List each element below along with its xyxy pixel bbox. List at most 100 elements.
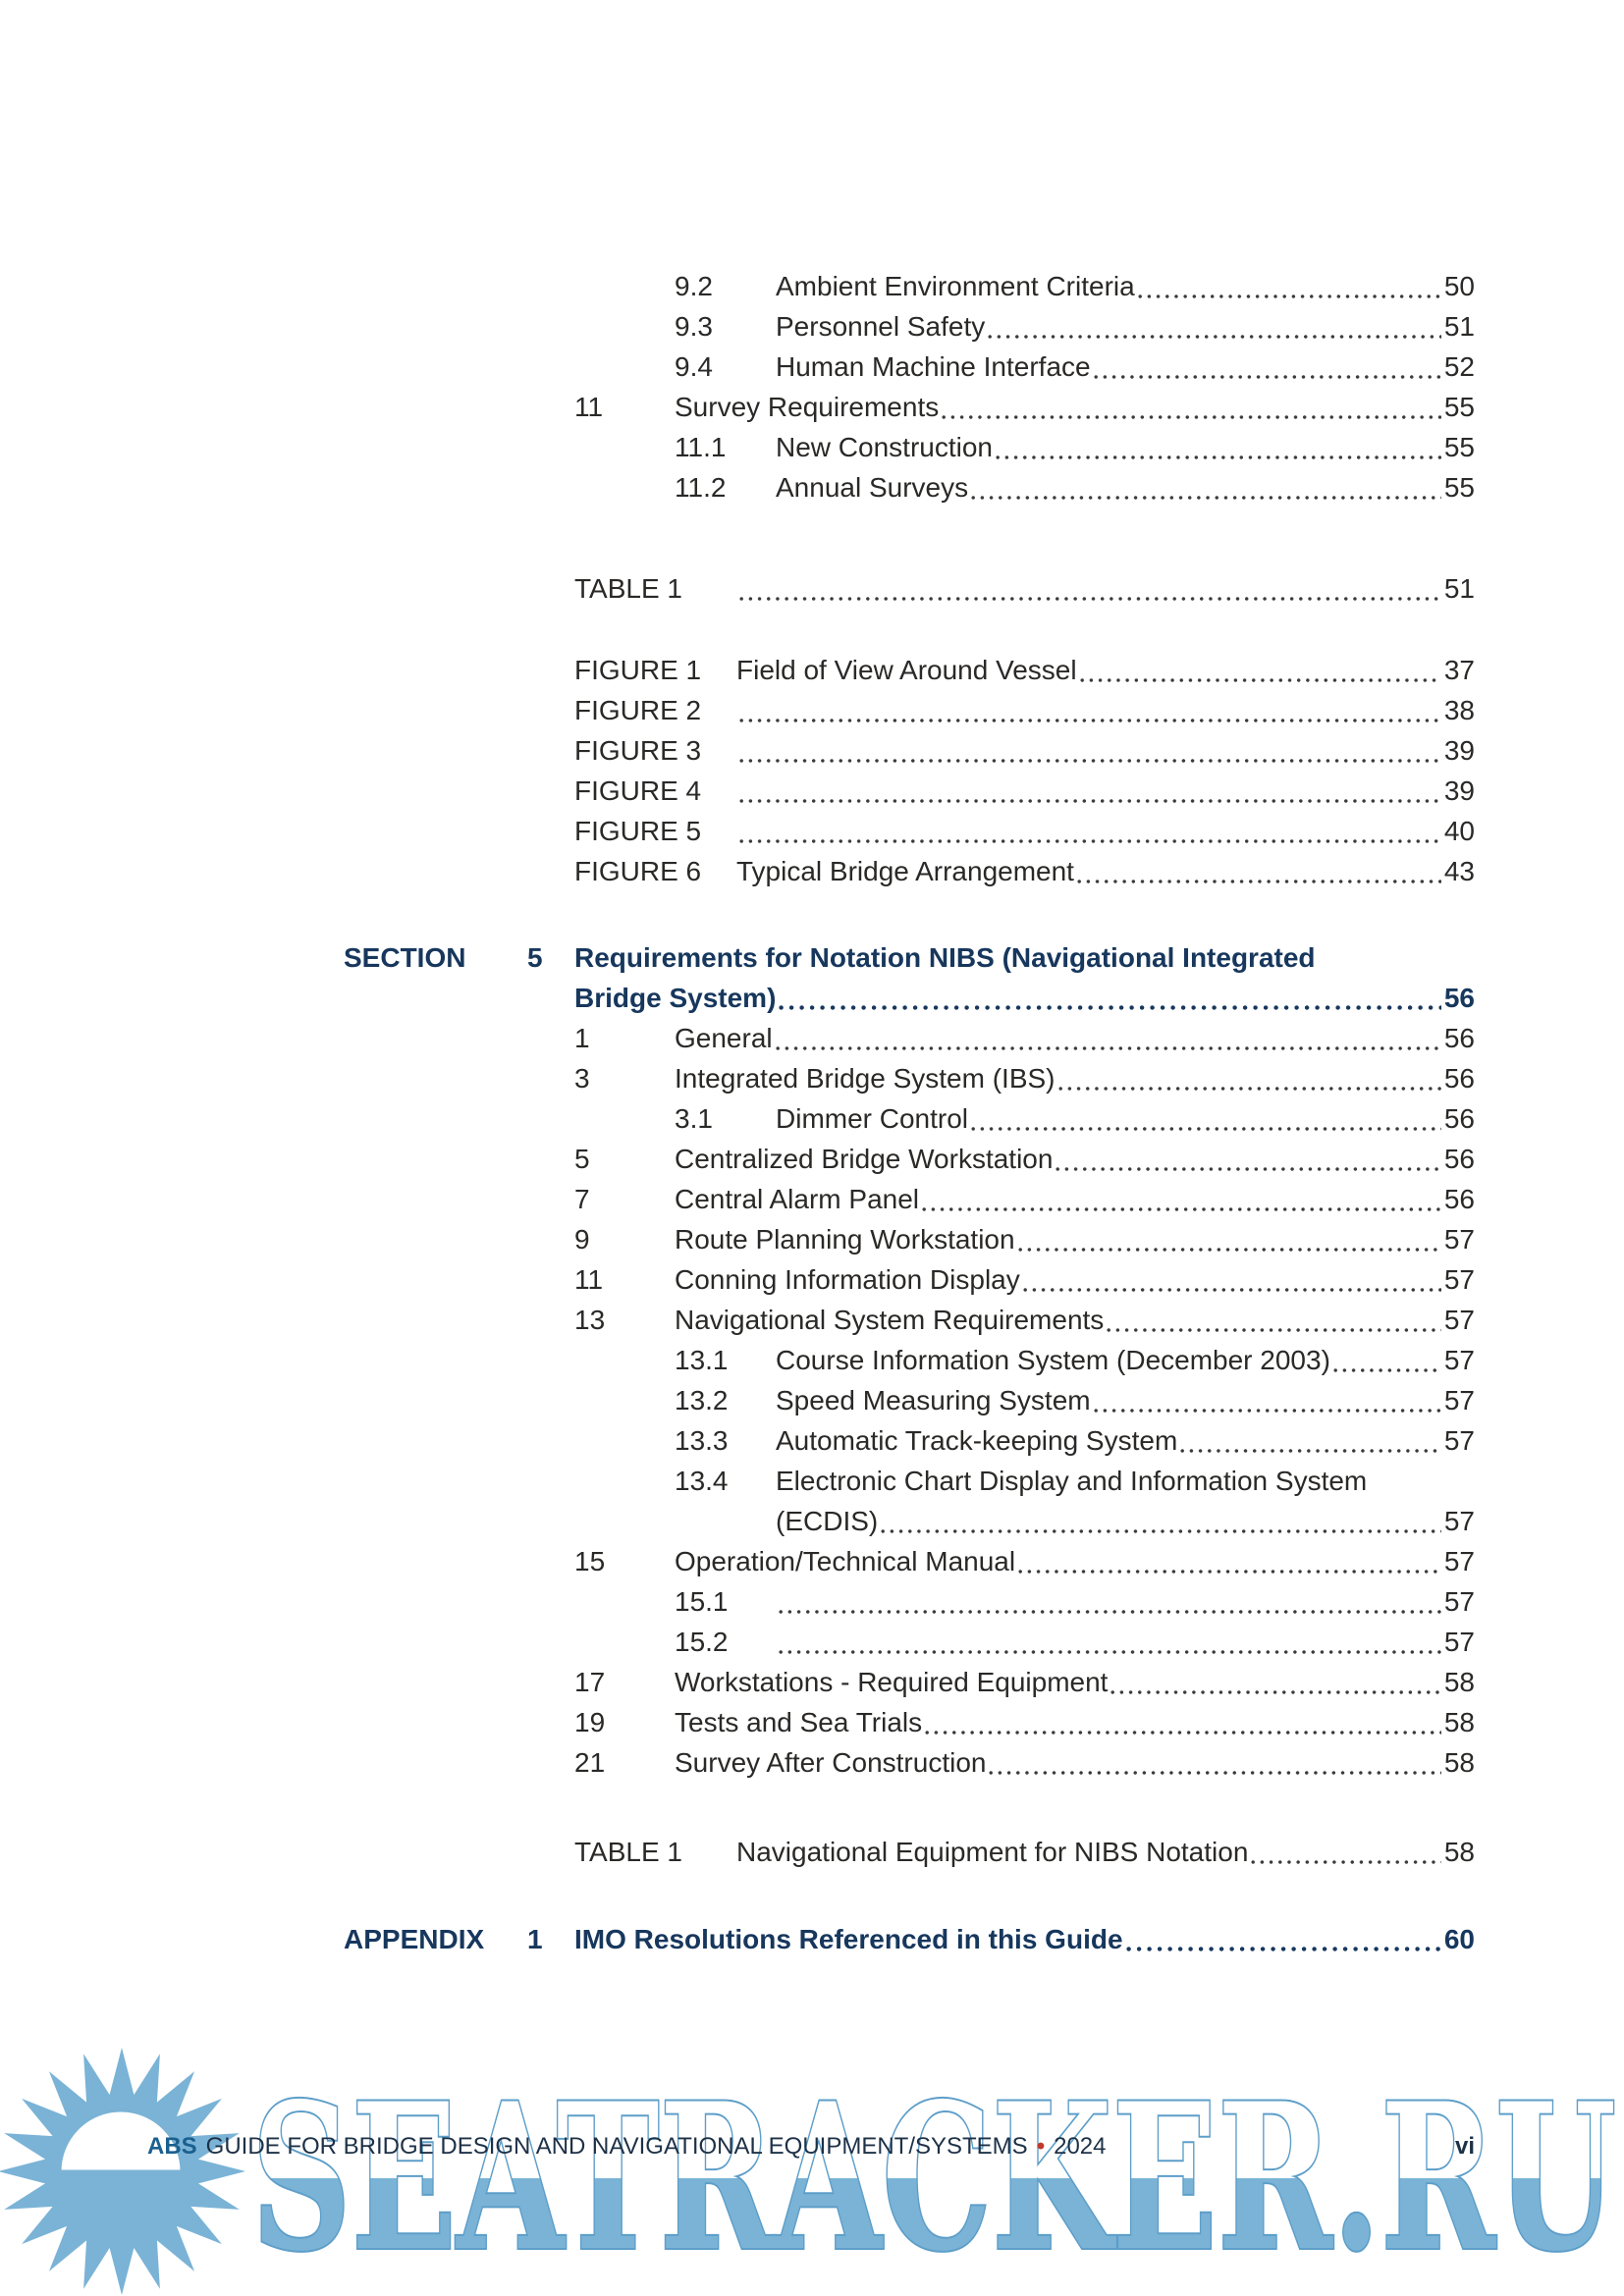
entry-title: New Construction <box>776 432 993 462</box>
entry-page-number: 38 <box>1443 695 1475 725</box>
entry-title-line1: Electronic Chart Display and Information… <box>776 1466 1368 1496</box>
toc-entry: 9.2 Ambient Environment Criteria 50 <box>0 266 1624 306</box>
toc-entry: 13.3 Automatic Track-keeping System 57 <box>0 1420 1624 1461</box>
entry-page-number: 56 <box>1443 1144 1475 1174</box>
entry-page-number: 51 <box>1443 311 1475 342</box>
dot-leader <box>779 1608 1441 1616</box>
entry-page-number: 51 <box>1443 573 1475 604</box>
sun-dome <box>58 2109 184 2173</box>
toc-entry: 11 Conning Information Display 57 <box>0 1259 1624 1300</box>
heading-title-line2: IMO Resolutions Referenced in this Guide <box>574 1924 1123 1954</box>
entry-title-line2: (ECDIS) <box>776 1506 879 1536</box>
heading-page-number: 56 <box>1443 983 1475 1013</box>
entry-title: Personnel Safety <box>776 311 986 342</box>
entry-page-number: 55 <box>1443 472 1475 503</box>
entry-number: 15.2 <box>675 1627 729 1657</box>
entry-page-number: 50 <box>1443 271 1475 301</box>
entry-number: 19 <box>574 1707 606 1737</box>
dot-leader <box>1093 373 1441 381</box>
entry-title: Workstations - Required Equipment <box>675 1667 1109 1697</box>
dot-leader <box>1056 1165 1441 1173</box>
footer-year: 2024 <box>1054 2133 1107 2160</box>
entry-page-number: 57 <box>1443 1385 1475 1415</box>
entry-title: Typical Bridge Arrangement <box>736 856 1074 886</box>
page-number: vi <box>1454 2133 1475 2160</box>
toc-entry: 11 Survey Requirements 55 <box>0 387 1624 427</box>
entry-page-number: 57 <box>1443 1345 1475 1375</box>
dot-leader <box>989 1769 1441 1777</box>
entry-page-number: 39 <box>1443 775 1475 806</box>
dot-leader <box>922 1205 1441 1213</box>
toc-entry: 13 Navigational System Requirements 57 <box>0 1300 1624 1340</box>
entry-title: Conning Information Display <box>675 1264 1020 1295</box>
entry-number: 7 <box>574 1184 590 1214</box>
toc-entry: 13.4 Electronic Chart Display and Informa… <box>0 1461 1624 1541</box>
toc-entry: FIGURE 4 39 <box>0 771 1624 811</box>
toc-entry: 13.2 Speed Measuring System 57 <box>0 1380 1624 1420</box>
dot-leader <box>1125 1945 1441 1953</box>
dot-leader <box>779 1648 1441 1656</box>
dot-leader <box>775 1044 1441 1052</box>
entry-number: 9.3 <box>675 311 713 342</box>
entry-title: Integrated Bridge System (IBS) <box>675 1063 1056 1094</box>
entry-title: Human Machine Interface <box>776 351 1091 382</box>
watermark-text: SEATRACKER.RU <box>251 2060 1616 2290</box>
entry-number: 17 <box>574 1667 606 1697</box>
entry-title: Annual Surveys <box>776 472 969 503</box>
entry-title: Tests and Sea Trials <box>675 1707 923 1737</box>
entry-label: FIGURE 1 <box>574 655 702 685</box>
heading-page-number: 60 <box>1443 1924 1475 1954</box>
entry-number: 13.3 <box>675 1425 729 1456</box>
entry-page-number: 57 <box>1443 1586 1475 1617</box>
dot-leader <box>779 1003 1441 1012</box>
entry-title: Ambient Environment Criteria <box>776 271 1135 301</box>
toc-entry: 9 Route Planning Workstation 57 <box>0 1219 1624 1259</box>
entry-number: 11.2 <box>675 472 727 503</box>
entry-label: FIGURE 5 <box>574 816 702 846</box>
dot-leader <box>739 757 1441 765</box>
entry-title: Central Alarm Panel <box>675 1184 920 1214</box>
sun-logo-icon <box>0 2048 245 2295</box>
entry-number: 11.1 <box>675 432 727 462</box>
entry-page-number: 56 <box>1443 1103 1475 1134</box>
toc-entry: 15 Operation/Technical Manual 57 <box>0 1541 1624 1581</box>
dot-leader <box>1017 1246 1441 1254</box>
entry-page-number: 57 <box>1443 1506 1475 1536</box>
entry-page-number: 58 <box>1443 1667 1475 1697</box>
toc-entry: 17 Workstations - Required Equipment 58 <box>0 1662 1624 1702</box>
entry-page-number: 56 <box>1443 1184 1475 1214</box>
entry-page-number: 52 <box>1443 351 1475 382</box>
entry-label: TABLE 1 <box>574 573 682 604</box>
toc-entry: 9.3 Personnel Safety 51 <box>0 306 1624 347</box>
dot-leader <box>881 1527 1441 1535</box>
section-label: SECTION <box>344 942 466 973</box>
footer-bullet-icon: • <box>1036 2133 1046 2160</box>
entry-title: Survey Requirements <box>675 392 940 422</box>
dot-leader <box>1251 1858 1441 1866</box>
entry-page-number: 58 <box>1443 1747 1475 1778</box>
entry-label: TABLE 1 <box>574 1837 682 1867</box>
appendix-label: APPENDIX <box>344 1924 485 1954</box>
toc-spacer <box>0 1783 1624 1832</box>
entry-number: 3 <box>574 1063 590 1094</box>
entry-number: 3.1 <box>675 1103 713 1134</box>
entry-page-number: 57 <box>1443 1224 1475 1255</box>
entry-number: 13.1 <box>675 1345 729 1375</box>
entry-title: Centralized Bridge Workstation <box>675 1144 1054 1174</box>
toc-entry: FIGURE 3 39 <box>0 730 1624 771</box>
dot-leader <box>739 595 1441 603</box>
toc-spacer <box>0 1872 1624 1919</box>
toc-spacer <box>0 507 1624 568</box>
appendix-number: 1 <box>527 1924 543 1954</box>
entry-title: Course Information System (December 2003… <box>776 1345 1330 1375</box>
entry-title: Navigational System Requirements <box>675 1305 1105 1335</box>
entry-number: 11 <box>574 1264 604 1295</box>
entry-label: FIGURE 4 <box>574 775 702 806</box>
entry-title: Field of View Around Vessel <box>736 655 1077 685</box>
table-of-contents: 9.2 Ambient Environment Criteria 50 9.3 Pers… <box>0 266 1624 1959</box>
entry-number: 5 <box>574 1144 590 1174</box>
toc-entry: 21 Survey After Construction 58 <box>0 1742 1624 1783</box>
dot-leader <box>739 797 1441 805</box>
heading-title-line1: Requirements for Notation NIBS (Navigati… <box>574 942 1316 973</box>
entry-page-number: 40 <box>1443 816 1475 846</box>
